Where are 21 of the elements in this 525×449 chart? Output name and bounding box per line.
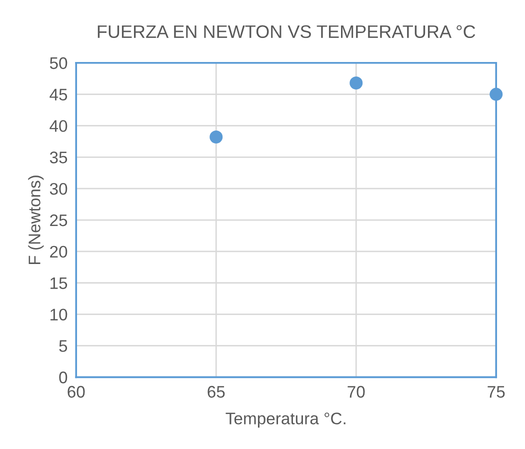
y-axis-title: F (Newtons) — [28, 176, 44, 264]
x-axis-title: Temperatura °C. — [226, 412, 346, 428]
point — [350, 76, 363, 90]
x-tick-label: 75 — [488, 386, 505, 398]
y-tick-label: 0 — [59, 372, 68, 384]
y-tick-label: 45 — [50, 88, 68, 100]
x-tick-label: 70 — [348, 386, 365, 398]
y-tick-label: 25 — [50, 214, 68, 226]
y-tick-label: 50 — [50, 57, 68, 70]
point — [490, 88, 503, 101]
y-tick-label: 35 — [50, 152, 68, 164]
y-tick-label: 30 — [50, 182, 68, 195]
chart-title: FUERZA EN NEWTON VS TEMPERATURA °C — [98, 25, 476, 38]
y-tick-label: 15 — [50, 277, 68, 290]
x-tick-label: 60 — [68, 386, 85, 398]
x-tick-label: 65 — [208, 386, 225, 398]
y-tick-label: 40 — [50, 120, 68, 132]
y-tick-label: 10 — [50, 308, 68, 321]
y-tick-label: 20 — [50, 246, 68, 258]
point — [210, 130, 223, 144]
y-tick-label: 5 — [59, 340, 68, 352]
